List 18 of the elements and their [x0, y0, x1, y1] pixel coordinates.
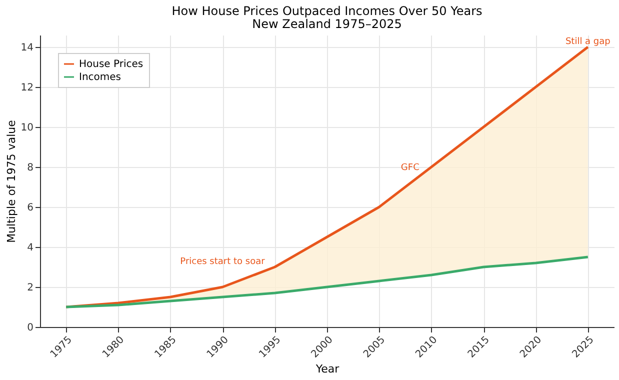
chart-subtitle: New Zealand 1975–2025	[252, 17, 402, 31]
annotation: Still a gap	[565, 37, 611, 47]
line-series	[64, 256, 590, 308]
y-tick-label: 4	[27, 242, 34, 254]
chart-title: How House Prices Outpaced Incomes Over 50 Years	[172, 4, 482, 18]
y-axis-title: Multiple of 1975 value	[4, 120, 18, 243]
x-axis-title: Year	[314, 362, 340, 376]
y-tick-label: 10	[20, 122, 34, 134]
legend-label: House Prices	[79, 59, 144, 70]
y-tick-label: 6	[27, 202, 34, 214]
annotation: GFC	[400, 163, 420, 173]
y-tick-label: 8	[27, 162, 34, 174]
y-tick-label: 12	[20, 82, 34, 94]
y-tick-label: 0	[27, 322, 34, 334]
y-tick-label: 2	[27, 282, 34, 294]
y-tick-label: 14	[20, 42, 34, 54]
annotation: Prices start to soar	[180, 257, 266, 267]
legend-label: Incomes	[79, 72, 122, 83]
